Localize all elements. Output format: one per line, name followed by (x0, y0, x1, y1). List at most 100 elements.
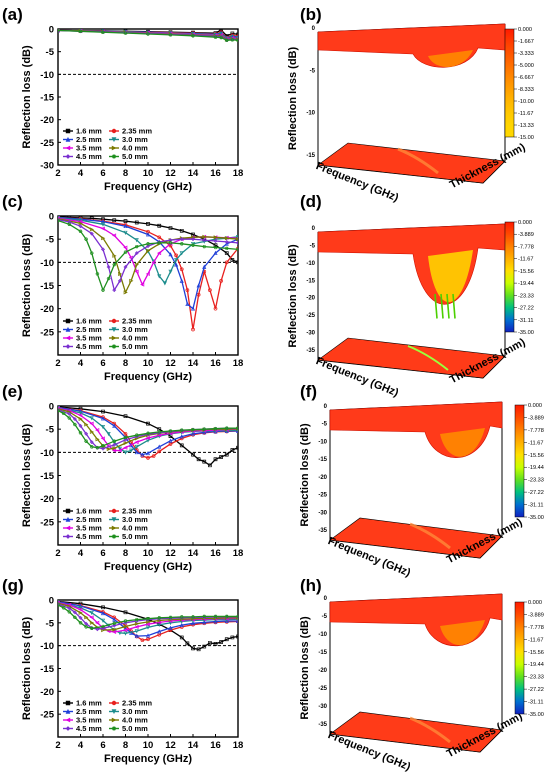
colorbar-tick-label: -23.33 (528, 675, 544, 681)
series-point (89, 610, 94, 616)
series-point (95, 437, 100, 442)
legend-label: 2.35 mm (122, 317, 152, 326)
x-tick-label: 4 (78, 358, 84, 369)
x-tick-label: 12 (165, 358, 176, 369)
x-tick-label: 16 (210, 168, 221, 179)
series-point (61, 606, 66, 610)
series-point (95, 272, 100, 276)
series-point (84, 431, 89, 436)
series-point (168, 33, 173, 37)
z-tick-label: -25 (306, 313, 315, 319)
colorbar-tick-label: -6.667 (518, 75, 534, 81)
legend-label: 3.0 mm (122, 515, 148, 524)
legend-swatch-marker (111, 726, 117, 731)
series-point (84, 422, 89, 427)
surface-dip-spike (440, 293, 444, 319)
colorbar-tick-label: 0.000 (518, 27, 532, 33)
colorbar-tick-label: -27.22 (528, 687, 544, 693)
series-line (58, 410, 238, 449)
series-point (89, 227, 95, 232)
series-point (157, 223, 162, 228)
x-tick-label: 14 (188, 548, 199, 559)
series-point (157, 274, 162, 279)
series-point (84, 237, 88, 241)
series-point (84, 615, 89, 620)
series-point (101, 236, 106, 241)
series-point (236, 247, 238, 252)
series-point (179, 443, 184, 448)
legend-label: 1.6 mm (76, 699, 102, 708)
series-point (89, 416, 94, 421)
colorbar-tick-label: -3.889 (528, 415, 544, 421)
colorbar-tick-label: -11.67 (528, 637, 543, 643)
z-tick-label: -20 (318, 668, 327, 674)
series-point (106, 276, 111, 281)
legend-label: 4.5 mm (76, 532, 102, 541)
y-tick-label: -15 (40, 281, 54, 292)
series-point (208, 288, 212, 292)
legend-swatch-marker (65, 534, 71, 539)
series-point (134, 433, 139, 437)
series-point (213, 235, 218, 240)
series-point (123, 437, 128, 442)
colorbar-tick-label: -35.00 (528, 515, 544, 521)
legend-swatch-marker (65, 326, 71, 332)
floor-heatmap (329, 711, 503, 753)
series-point (191, 646, 195, 651)
series-line (58, 601, 238, 634)
colorbar-tick-label: -31.11 (528, 503, 543, 509)
panel-label: (h) (300, 576, 322, 595)
series-point (72, 416, 77, 421)
z-axis-label: Reflection loss (dB) (287, 244, 299, 348)
legend-swatch-marker (111, 128, 117, 134)
legend-swatch-marker (111, 700, 117, 706)
series-point (174, 253, 178, 258)
legend-swatch-marker (111, 525, 117, 531)
series-point (236, 38, 238, 42)
series-point (213, 614, 218, 619)
floor-minimum-band (409, 522, 451, 550)
z-tick-label: 0 (324, 404, 328, 410)
colorbar-tick-label: -15.00 (518, 135, 534, 141)
series-point (78, 621, 83, 625)
x-tick-label: 14 (188, 740, 199, 751)
series-point (185, 641, 190, 646)
series-point (179, 228, 184, 233)
panel-label: (e) (2, 382, 23, 401)
series-point (78, 229, 83, 233)
legend-swatch-marker (65, 525, 71, 531)
series-point (224, 38, 229, 42)
surface-dip-spike (434, 293, 438, 319)
series-point (146, 431, 150, 435)
series-point (106, 431, 111, 437)
series-line (58, 601, 238, 641)
legend-label: 2.35 mm (122, 127, 152, 136)
y-tick-label: -10 (40, 70, 54, 81)
colorbar-tick-label: -11.67 (518, 257, 533, 263)
legend-label: 3.5 mm (76, 716, 102, 725)
series-point (191, 243, 195, 247)
series-point (213, 250, 218, 255)
series-point (134, 244, 139, 249)
y-tick-label: 0 (49, 402, 54, 413)
series-point (112, 218, 117, 223)
z-tick-label: -30 (318, 704, 327, 710)
series-point (213, 243, 218, 248)
series-point (146, 248, 151, 253)
surface-dip-highlight (428, 250, 473, 303)
series-point (67, 411, 72, 416)
series-point (236, 240, 238, 245)
x-axis-label: Frequency (GHz) (104, 561, 192, 573)
legend-label: 5.0 mm (122, 532, 148, 541)
series-point (67, 606, 72, 611)
series-point (146, 421, 150, 426)
series-point (89, 620, 95, 625)
series-point (236, 260, 238, 265)
colorbar-tick-label: -15.56 (528, 453, 544, 459)
x-tick-label: 16 (210, 740, 221, 751)
series-point (78, 610, 83, 615)
series-point (134, 269, 139, 274)
series-point (236, 237, 238, 242)
series-point (196, 283, 201, 288)
legend-label: 4.0 mm (122, 716, 148, 725)
